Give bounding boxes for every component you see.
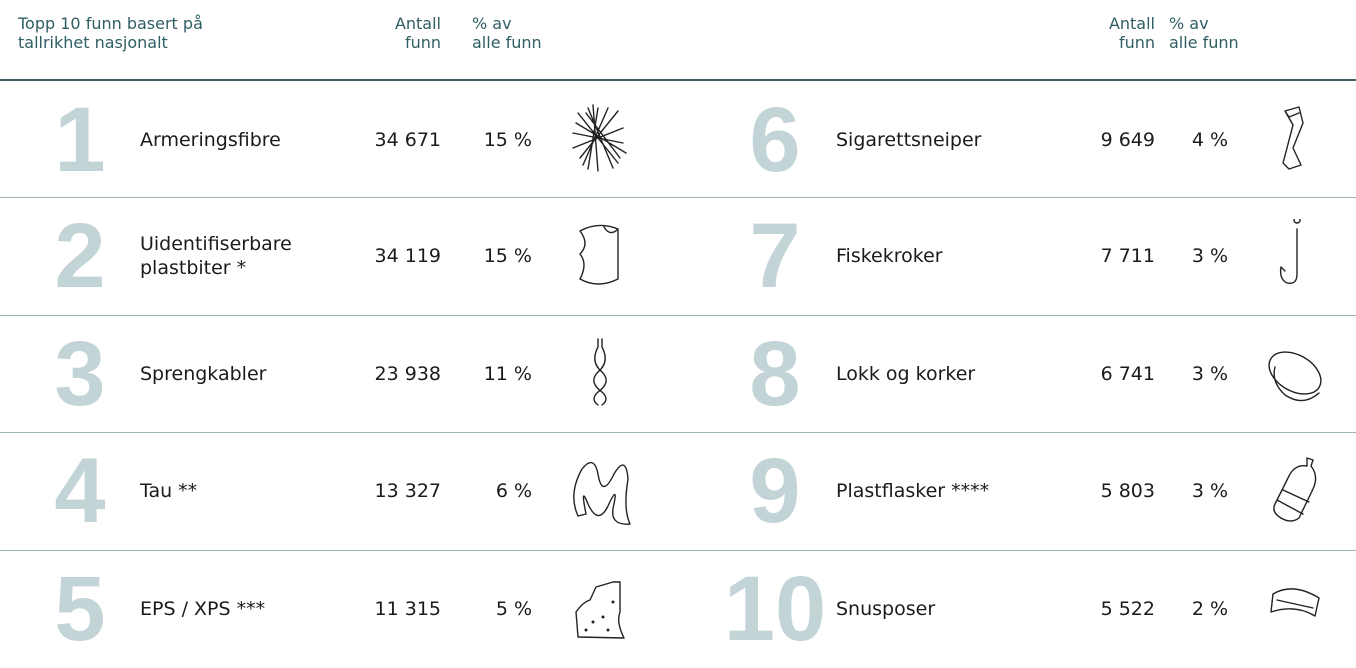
- item-icon: [1259, 219, 1331, 291]
- item-name: Sprengkabler: [140, 315, 345, 432]
- item-icon: [1259, 337, 1331, 409]
- share-header: alle funn: [1169, 33, 1239, 52]
- item-share: 15 %: [484, 81, 532, 198]
- table-title: Topp 10 funn basert på: [18, 14, 203, 33]
- share-header: % av: [1169, 14, 1209, 33]
- rank-number: 2: [20, 197, 140, 315]
- item-name: EPS / XPS ***: [140, 550, 345, 667]
- item-icon: [564, 103, 636, 175]
- item-share: 15 %: [484, 197, 532, 314]
- rank-number: 10: [715, 550, 835, 668]
- share-header: % av: [472, 14, 512, 33]
- item-icon: [564, 572, 636, 644]
- item-name: Lokk og korker: [836, 315, 1041, 432]
- count-header: funn: [405, 33, 441, 52]
- item-count: 23 938: [375, 315, 441, 432]
- icon-drawing: [564, 219, 636, 291]
- item-name: Armeringsfibre: [140, 81, 345, 198]
- rank-number: 1: [20, 81, 140, 199]
- item-icon: [564, 337, 636, 409]
- item-name: Tau **: [140, 432, 345, 549]
- item-icon: [1259, 454, 1331, 526]
- item-count: 11 315: [375, 550, 441, 667]
- item-icon: [564, 219, 636, 291]
- count-header: funn: [1119, 33, 1155, 52]
- item-count: 13 327: [375, 432, 441, 549]
- icon-drawing: [564, 454, 636, 526]
- item-count: 9 649: [1101, 81, 1155, 198]
- item-share: 2 %: [1192, 550, 1228, 667]
- item-count: 7 711: [1101, 197, 1155, 314]
- item-icon: [1259, 103, 1331, 175]
- icon-drawing: [564, 337, 636, 409]
- item-share: 4 %: [1192, 81, 1228, 198]
- item-count: 34 671: [375, 81, 441, 198]
- item-share: 3 %: [1192, 197, 1228, 314]
- item-name: Plastflasker ****: [836, 432, 1041, 549]
- item-count: 5 803: [1101, 432, 1155, 549]
- item-icon: [564, 454, 636, 526]
- share-header: alle funn: [472, 33, 542, 52]
- item-count: 5 522: [1101, 550, 1155, 667]
- item-name: Uidentifiserbare plastbiter *: [140, 197, 345, 314]
- count-header: Antall: [1109, 14, 1155, 33]
- item-name: Snusposer: [836, 550, 1041, 667]
- item-icon: [1259, 572, 1331, 644]
- icon-drawing: [564, 572, 636, 644]
- item-name: Fiskekroker: [836, 197, 1041, 314]
- rank-number: 7: [715, 197, 835, 315]
- rank-number: 5: [20, 550, 140, 668]
- rank-number: 3: [20, 315, 140, 433]
- item-share: 5 %: [496, 550, 532, 667]
- page: Topp 10 funn basert påtallrikhet nasjona…: [0, 0, 1356, 659]
- item-name: Sigarettsneiper: [836, 81, 1041, 198]
- table-title: tallrikhet nasjonalt: [18, 33, 168, 52]
- item-share: 6 %: [496, 432, 532, 549]
- rank-number: 9: [715, 432, 835, 550]
- icon-drawing: [1259, 103, 1331, 175]
- icon-drawing: [1259, 572, 1331, 644]
- icon-drawing: [1259, 337, 1331, 409]
- icon-drawing: [564, 103, 636, 175]
- rank-number: 4: [20, 432, 140, 550]
- icon-drawing: [1259, 219, 1331, 291]
- item-share: 11 %: [484, 315, 532, 432]
- item-count: 6 741: [1101, 315, 1155, 432]
- rank-number: 8: [715, 315, 835, 433]
- count-header: Antall: [395, 14, 441, 33]
- icon-drawing: [1259, 454, 1331, 526]
- item-count: 34 119: [375, 197, 441, 314]
- item-share: 3 %: [1192, 432, 1228, 549]
- rank-number: 6: [715, 81, 835, 199]
- item-share: 3 %: [1192, 315, 1228, 432]
